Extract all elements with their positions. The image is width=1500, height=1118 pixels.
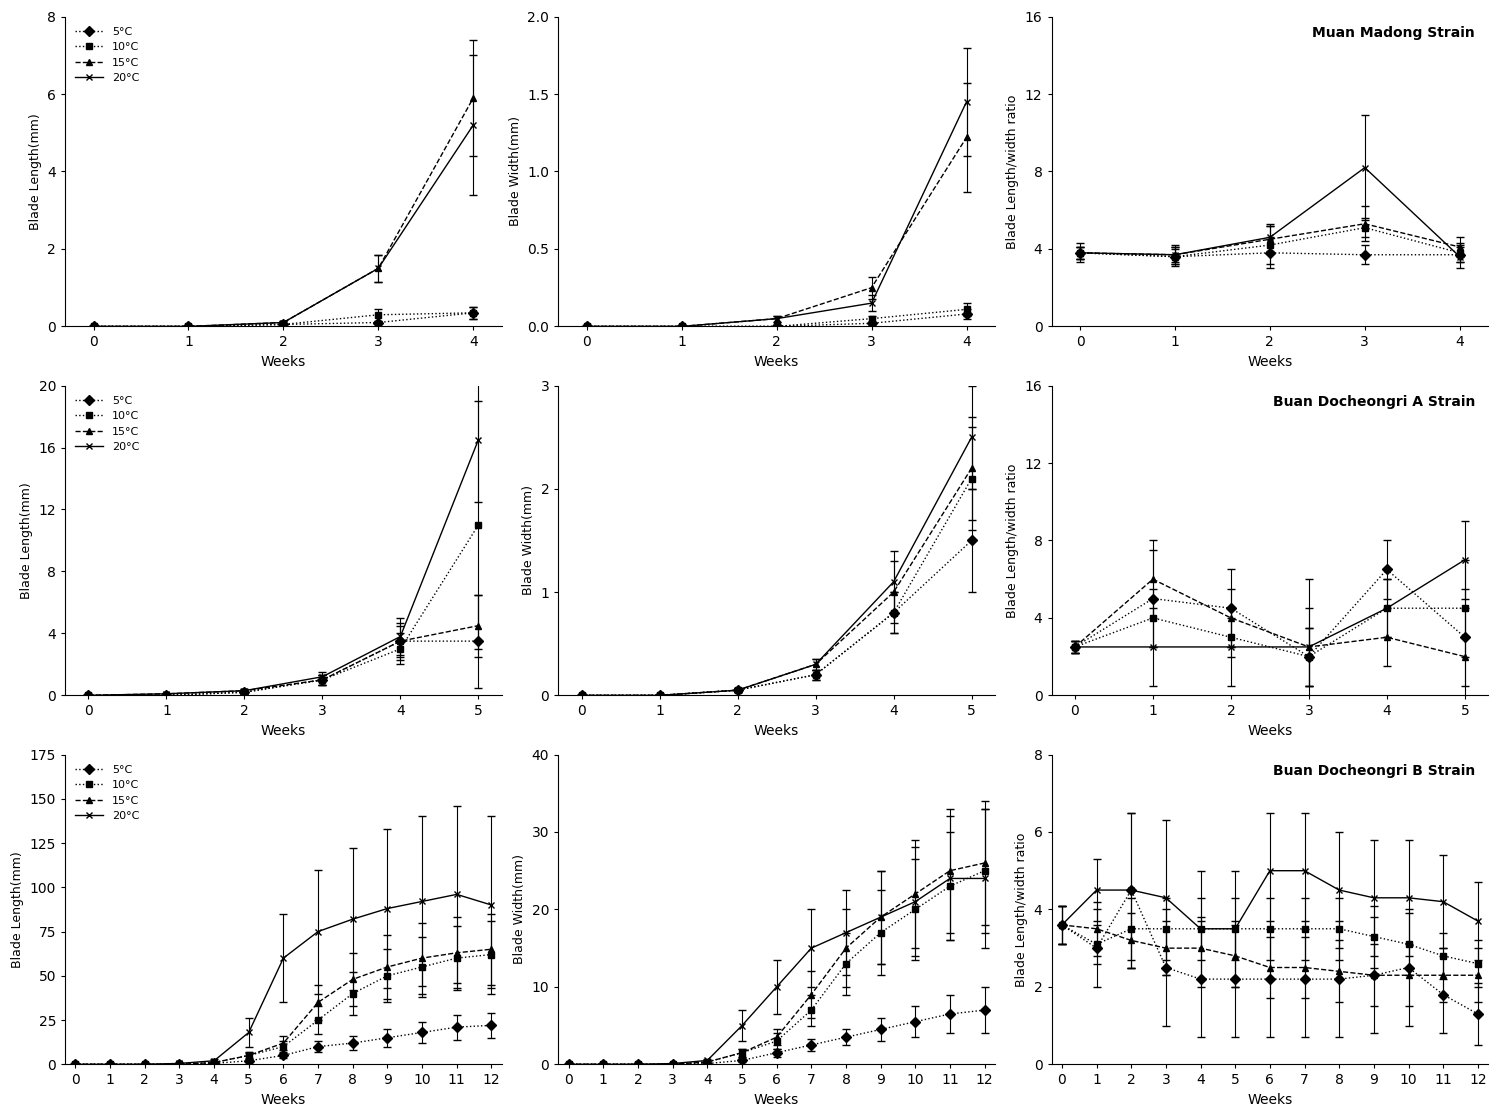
X-axis label: Weeks: Weeks [754,724,800,738]
Y-axis label: Blade Length/width ratio: Blade Length/width ratio [1007,463,1019,617]
Y-axis label: Blade Length/width ratio: Blade Length/width ratio [1016,832,1028,986]
Y-axis label: Blade Length(mm): Blade Length(mm) [28,113,42,230]
Y-axis label: Blade Width(mm): Blade Width(mm) [522,485,536,596]
X-axis label: Weeks: Weeks [754,354,800,369]
X-axis label: Weeks: Weeks [261,724,306,738]
Legend: 5°C, 10°C, 15°C, 20°C: 5°C, 10°C, 15°C, 20°C [70,760,144,826]
Text: Buan Docheongri A Strain: Buan Docheongri A Strain [1272,395,1474,409]
Legend: 5°C, 10°C, 15°C, 20°C: 5°C, 10°C, 15°C, 20°C [70,22,144,87]
Y-axis label: Blade Width(mm): Blade Width(mm) [513,854,526,965]
X-axis label: Weeks: Weeks [1246,354,1293,369]
Legend: 5°C, 10°C, 15°C, 20°C: 5°C, 10°C, 15°C, 20°C [70,391,144,456]
X-axis label: Weeks: Weeks [261,1093,306,1107]
Text: Buan Docheongri B Strain: Buan Docheongri B Strain [1274,764,1474,778]
Y-axis label: Blade Width(mm): Blade Width(mm) [509,116,522,227]
X-axis label: Weeks: Weeks [1246,724,1293,738]
X-axis label: Weeks: Weeks [261,354,306,369]
Y-axis label: Blade Length(mm): Blade Length(mm) [20,482,33,599]
X-axis label: Weeks: Weeks [1246,1093,1293,1107]
Text: Muan Madong Strain: Muan Madong Strain [1312,26,1474,40]
X-axis label: Weeks: Weeks [754,1093,800,1107]
Y-axis label: Blade Length/width ratio: Blade Length/width ratio [1007,94,1019,248]
Y-axis label: Blade Length(mm): Blade Length(mm) [10,851,24,968]
